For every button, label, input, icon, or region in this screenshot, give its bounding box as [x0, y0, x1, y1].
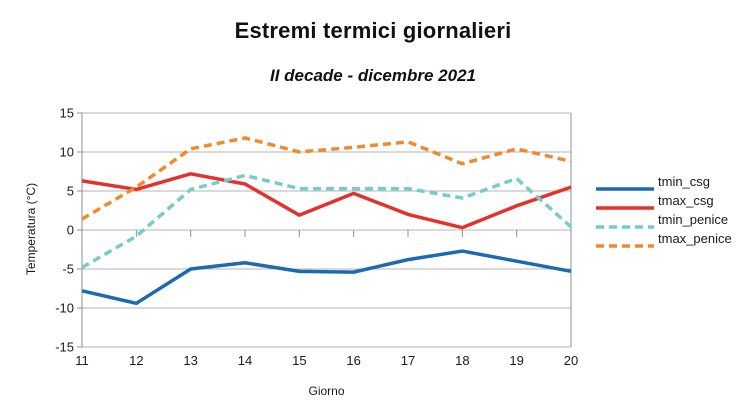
y-tick-label: -10: [55, 301, 74, 316]
series-line-tmin_csg: [81, 249, 572, 306]
x-tick-label: 16: [346, 353, 360, 368]
y-tick-label: 5: [67, 184, 74, 199]
legend-line-sample: [596, 217, 654, 229]
legend-label: tmax_csg: [658, 193, 714, 208]
gridlines: [82, 112, 571, 348]
x-tick-label: 13: [183, 353, 197, 368]
series-line-tmax_penice: [81, 136, 572, 221]
x-tick-label: 19: [509, 353, 523, 368]
x-tick-label: 11: [75, 353, 89, 368]
series-line-tmin_penice: [81, 173, 573, 269]
axis-ticks: [77, 112, 572, 348]
legend-label: tmin_penice: [658, 212, 729, 227]
legend: tmin_csg tmax_csg tmin_penice tmax_penic…: [596, 172, 732, 248]
legend-item: tmax_penice: [596, 229, 732, 248]
x-axis-title: Giorno: [308, 384, 345, 398]
legend-item: tmin_penice: [596, 210, 732, 229]
legend-label: tmax_penice: [658, 231, 732, 246]
y-tick-label: -15: [55, 340, 74, 355]
y-tick-label: -5: [62, 262, 74, 277]
x-tick-label: 14: [238, 353, 252, 368]
x-tick-label: 12: [129, 353, 143, 368]
x-tick-label: 20: [564, 353, 578, 368]
legend-label: tmin_csg: [658, 174, 711, 189]
x-tick-label: 15: [292, 353, 306, 368]
chart-title: Estremi termici giornalieri: [234, 18, 512, 43]
legend-line-sample: [596, 179, 654, 191]
y-tick-label: 15: [60, 106, 74, 121]
legend-line-sample: [596, 198, 654, 210]
legend-item: tmax_csg: [596, 191, 732, 210]
series-line-tmax_csg: [81, 172, 572, 230]
x-tick-label: 18: [455, 353, 469, 368]
legend-line-sample: [596, 236, 654, 248]
y-axis-title: Temperatura (°C): [24, 182, 38, 276]
chart-subtitle: II decade - dicembre 2021: [270, 66, 476, 85]
y-tick-label: 10: [60, 145, 74, 160]
y-tick-label: 0: [67, 223, 74, 238]
legend-item: tmin_csg: [596, 172, 732, 191]
x-tick-label: 17: [401, 353, 415, 368]
